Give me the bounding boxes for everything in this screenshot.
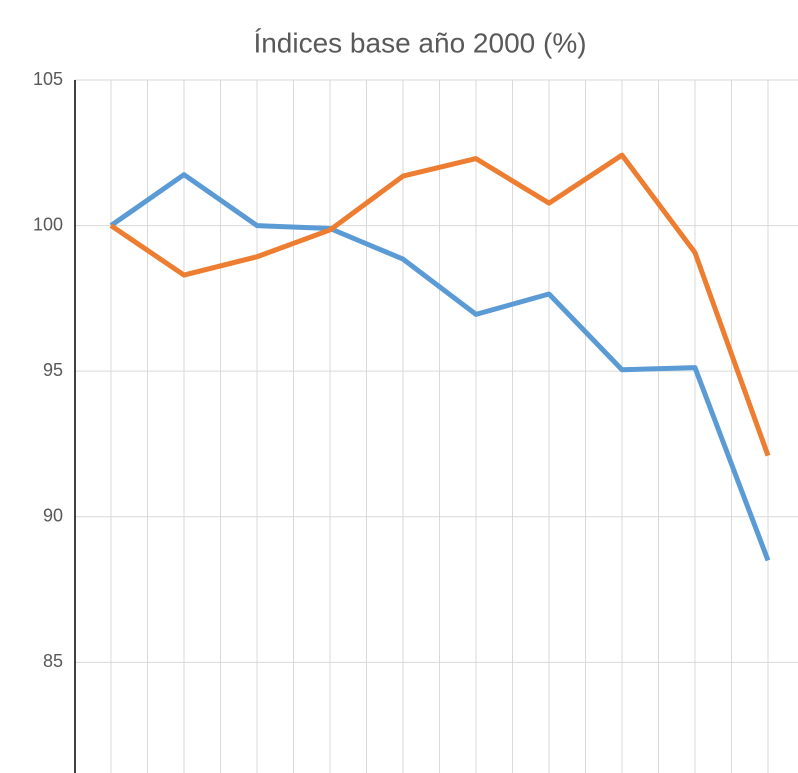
y-tick-label: 85 [43, 651, 63, 671]
y-tick-label: 95 [43, 360, 63, 380]
y-tick-label: 100 [33, 214, 63, 234]
y-tick-label: 90 [43, 506, 63, 526]
chart-title: Índices base año 2000 (%) [253, 27, 586, 58]
series-line [109, 152, 771, 457]
series-line [109, 172, 771, 562]
y-tick-label: 105 [33, 69, 63, 89]
